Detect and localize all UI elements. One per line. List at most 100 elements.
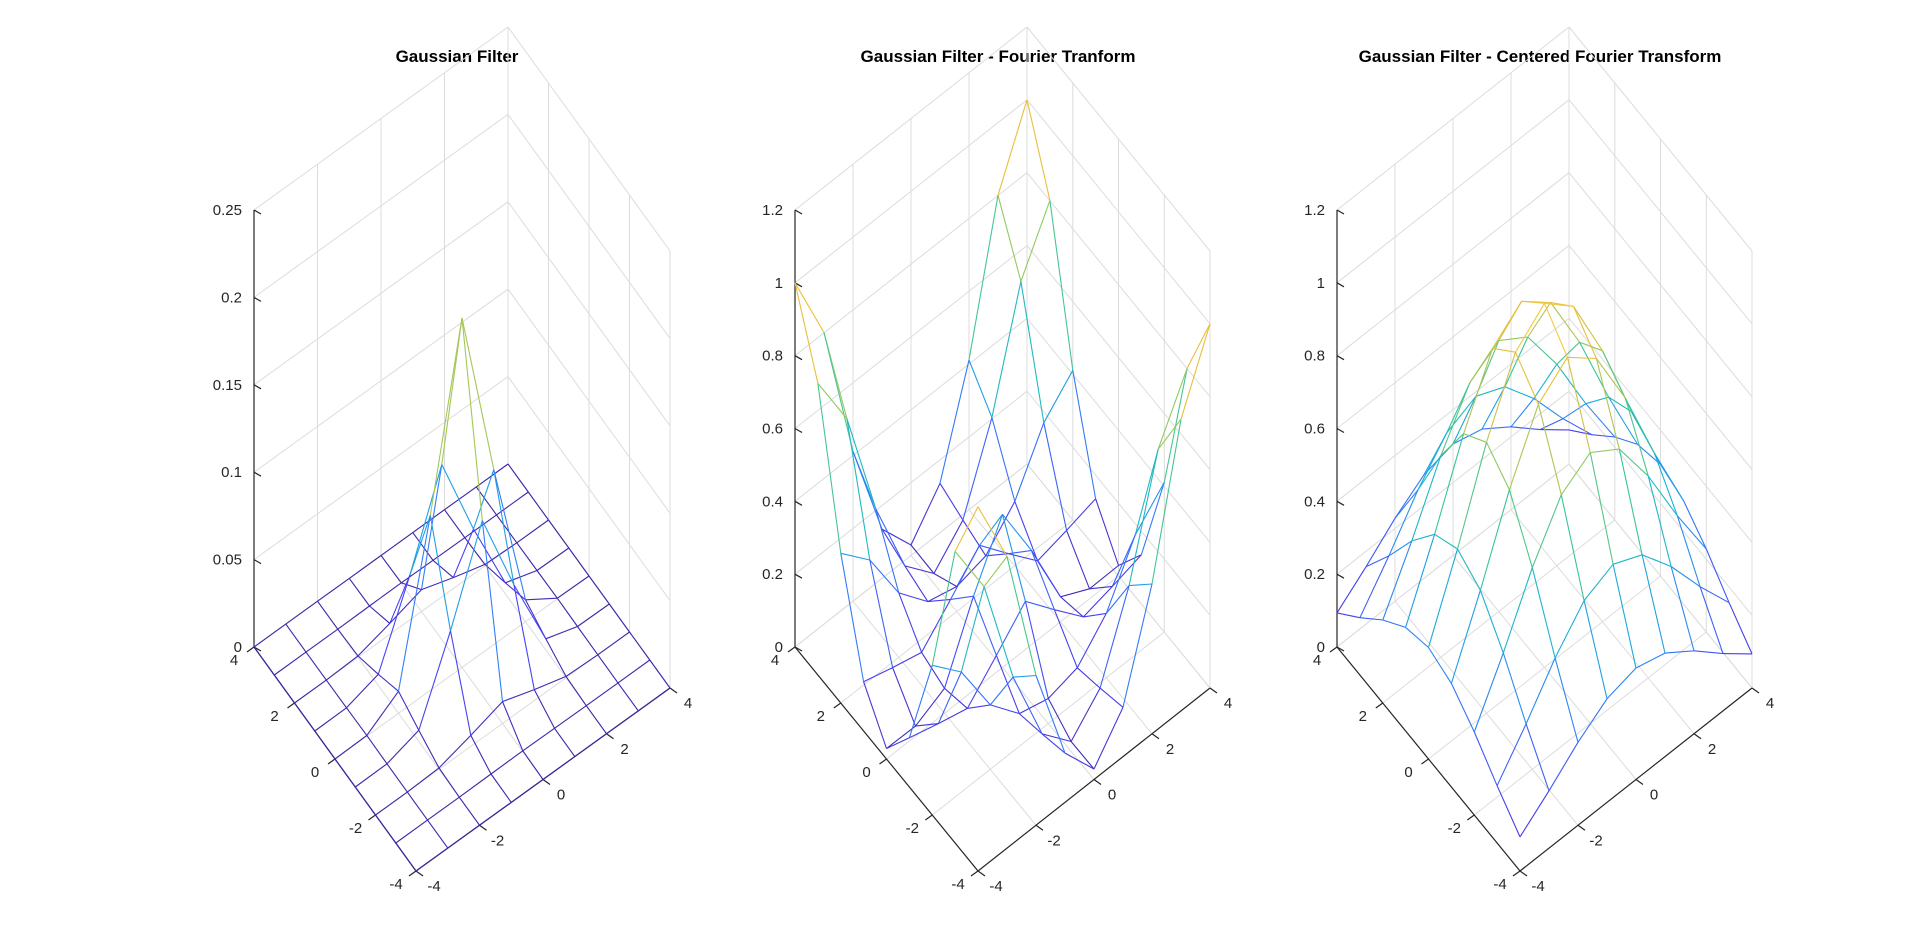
surface-mesh-edge xyxy=(1728,602,1753,655)
surface-mesh-edge xyxy=(273,674,295,704)
y-tick-mark xyxy=(542,779,551,785)
surface-mesh-edge xyxy=(1573,306,1603,352)
surface-mesh-edge xyxy=(1012,676,1043,735)
surface-mesh-edge xyxy=(545,625,578,640)
x-tick-mark xyxy=(924,814,933,821)
x-tick-mark xyxy=(1375,702,1384,709)
surface-mesh-edge xyxy=(1047,698,1072,742)
surface-mesh-edge xyxy=(1457,548,1481,591)
surface-mesh-edge xyxy=(1066,530,1091,590)
x-tick-mark xyxy=(1329,646,1338,653)
surface-mesh-edge xyxy=(325,679,347,709)
surface-mesh-edge xyxy=(427,796,460,821)
surface-mesh-edge xyxy=(927,586,958,603)
surface-mesh-edge xyxy=(1556,363,1587,405)
surface-mesh-edge xyxy=(1111,534,1136,587)
surface-mesh-edge xyxy=(1076,613,1107,669)
surface-mesh-edge xyxy=(348,555,382,579)
surface-mesh-edge xyxy=(496,491,529,516)
x-tick-label: 0 xyxy=(1404,764,1412,781)
surface-mesh-edge xyxy=(1041,733,1072,743)
surface-mesh-edge xyxy=(1122,583,1153,708)
x-tick-mark xyxy=(787,646,796,653)
surface-mesh-edge xyxy=(366,735,388,765)
surface-mesh-edge xyxy=(1049,200,1074,371)
z-tick-mark xyxy=(794,646,803,652)
surface-mesh-edge xyxy=(1614,436,1638,445)
x-tick-label: -4 xyxy=(951,876,964,893)
surface-mesh-edge xyxy=(881,528,912,546)
surface-mesh-edge xyxy=(1072,370,1097,499)
surface-mesh-edge xyxy=(1548,742,1579,792)
surface-mesh-edge xyxy=(1560,452,1591,496)
surface-mesh-edge xyxy=(875,508,900,594)
surface-mesh-edge xyxy=(1035,675,1066,754)
z-tick-label: 0.25 xyxy=(213,202,242,219)
z-tick-label: 0.1 xyxy=(221,464,242,481)
surface-mesh-edge xyxy=(438,767,460,798)
surface-mesh-edge xyxy=(348,578,370,607)
surface-mesh-edge xyxy=(1427,548,1459,648)
surface-mesh-edge xyxy=(1525,723,1550,791)
surface-mesh-edge xyxy=(1336,612,1361,619)
surface-mesh-edge xyxy=(429,317,463,516)
surface-mesh-edge xyxy=(398,691,420,731)
surface-mesh-edge xyxy=(904,565,929,602)
surface-mesh-edge xyxy=(1577,698,1608,743)
surface-mesh-edge xyxy=(1608,396,1639,445)
fourier-transform-plot: Gaussian Filter - Fourier Tranform 0 0.2 0… xyxy=(762,26,1232,895)
surface-mesh-edge xyxy=(1583,563,1614,601)
surface-mesh-edge xyxy=(525,597,558,601)
surface-mesh-edge xyxy=(389,589,422,624)
surface-mesh-edge xyxy=(1485,352,1517,443)
surface-mesh-edge xyxy=(493,469,527,600)
surface-mesh-edge xyxy=(1595,358,1620,450)
surface-mesh-edge xyxy=(966,655,997,709)
surface-mesh-edge xyxy=(1568,429,1593,436)
surface-mesh-edge xyxy=(501,701,524,752)
surface-mesh-edge xyxy=(400,559,434,584)
y-tick-label: 2 xyxy=(620,741,628,758)
surface-mesh-edge xyxy=(1595,358,1626,399)
surface-mesh-edge xyxy=(881,528,906,567)
surface-mesh-edge xyxy=(649,659,671,689)
surface-mesh-edge xyxy=(1411,455,1442,542)
surface-mesh-edge xyxy=(1550,302,1581,343)
surface-mesh-edge xyxy=(513,584,547,640)
y-tick-label: 4 xyxy=(1224,695,1232,712)
surface-mesh-edge xyxy=(1608,396,1632,413)
surface-mesh-edge xyxy=(273,651,307,676)
y-tick-label: -2 xyxy=(491,832,504,849)
surface-mesh-edge xyxy=(1479,590,1504,654)
centered-fourier-transform-plot: Gaussian Filter - Centered Fourier Trans… xyxy=(1304,26,1774,895)
surface-mesh-edge xyxy=(1417,432,1448,491)
y-tick-mark xyxy=(1519,870,1528,877)
y-tick-mark xyxy=(479,824,487,831)
surface-mesh-edge xyxy=(1641,554,1666,654)
surface-mesh-edge xyxy=(1382,619,1406,628)
surface-mesh-edge xyxy=(1463,348,1494,434)
z-tick-mark xyxy=(253,296,262,302)
surface-mesh-edge xyxy=(294,702,316,732)
surface-mesh-edge xyxy=(1572,306,1597,359)
surface-mesh-edge xyxy=(522,750,544,780)
surface-mesh-edge xyxy=(481,520,504,702)
z-tick-mark xyxy=(1336,209,1345,215)
surface-mesh-edge xyxy=(375,814,397,844)
surface-mesh-edge xyxy=(1479,489,1510,591)
surface-mesh-edge xyxy=(997,99,1028,196)
surface-mesh-edge xyxy=(516,519,549,544)
surface-mesh-edge xyxy=(545,638,567,677)
surface-mesh-edge xyxy=(369,582,402,607)
surface-mesh-edge xyxy=(1089,565,1119,590)
surface-mesh-edge xyxy=(505,569,538,584)
z-tick-label: 0.2 xyxy=(221,289,242,306)
surface-mesh-edge xyxy=(962,417,993,521)
surface-mesh-edge xyxy=(1676,515,1707,550)
surface-mesh-edge xyxy=(585,682,619,707)
surface-mesh-edge xyxy=(1365,518,1396,568)
surface-mesh-edge xyxy=(366,690,399,736)
surface-mesh-edge xyxy=(522,727,555,752)
surface-mesh-edge xyxy=(386,729,420,765)
surface-mesh-edge xyxy=(1664,650,1695,654)
